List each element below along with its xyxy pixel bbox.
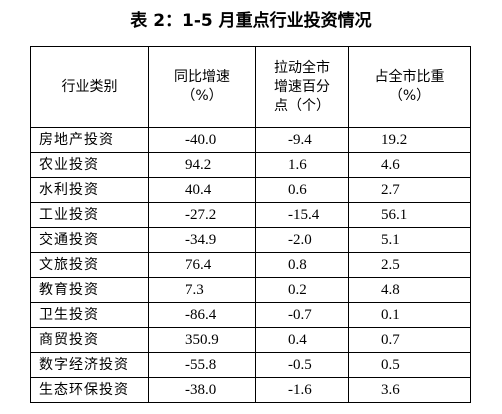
table-cell: -38.0 xyxy=(148,377,256,403)
table-cell: 生态环保投资 xyxy=(30,377,149,403)
table-cell: -34.9 xyxy=(148,227,256,253)
table-cell: 0.6 xyxy=(255,177,349,203)
table-row: 卫生投资 -86.4 -0.7 0.1 xyxy=(30,302,471,328)
table-cell: 4.6 xyxy=(348,152,471,178)
table-cell: 工业投资 xyxy=(30,202,149,228)
table-cell: 0.4 xyxy=(255,327,349,353)
table-row: 水利投资 40.4 0.6 2.7 xyxy=(30,177,471,203)
table-cell: 76.4 xyxy=(148,252,256,278)
table-cell: 教育投资 xyxy=(30,277,149,303)
table-cell: -40.0 xyxy=(148,127,256,153)
table-title: 表 2：1-5 月重点行业投资情况 xyxy=(130,11,372,31)
table-cell: 交通投资 xyxy=(30,227,149,253)
table-row: 数字经济投资 -55.8 -0.5 0.5 xyxy=(30,352,471,378)
table-cell: 房地产投资 xyxy=(30,127,149,153)
table-cell: 5.1 xyxy=(348,227,471,253)
table-cell: 56.1 xyxy=(348,202,471,228)
header-text: （%） xyxy=(181,88,223,104)
table-cell: 水利投资 xyxy=(30,177,149,203)
table-cell: -15.4 xyxy=(255,202,349,228)
table-cell: 数字经济投资 xyxy=(30,352,149,378)
table-cell: 1.6 xyxy=(255,152,349,178)
table-cell: -27.2 xyxy=(148,202,256,228)
header-text: 点（个） xyxy=(274,97,330,114)
table-row: 房地产投资 -40.0 -9.4 19.2 xyxy=(30,127,471,153)
table-cell: 2.5 xyxy=(348,252,471,278)
table-cell: -2.0 xyxy=(255,227,349,253)
table-row: 农业投资 94.2 1.6 4.6 xyxy=(30,152,471,178)
table-cell: 19.2 xyxy=(348,127,471,153)
header-text: （%） xyxy=(388,88,431,104)
table-cell: 0.7 xyxy=(348,327,471,353)
table-row: 文旅投资 76.4 0.8 2.5 xyxy=(30,252,471,278)
table-cell: 文旅投资 xyxy=(30,252,149,278)
table-row: 工业投资 -27.2 -15.4 56.1 xyxy=(30,202,471,228)
table-cell: 3.6 xyxy=(348,377,471,403)
header-text: 同比增速 xyxy=(174,69,230,85)
table-body: 房地产投资 -40.0 -9.4 19.2 农业投资 94.2 1.6 4.6 水利投资 40.4… xyxy=(30,127,471,403)
table-cell: -1.6 xyxy=(255,377,349,403)
header-cell: 同比增速 （%） xyxy=(148,46,256,128)
table-cell: 350.9 xyxy=(148,327,256,353)
table-row: 教育投资 7.3 0.2 4.8 xyxy=(30,277,471,303)
table-cell: 农业投资 xyxy=(30,152,149,178)
table-cell: 40.4 xyxy=(148,177,256,203)
table-cell: -0.5 xyxy=(255,352,349,378)
table-row: 生态环保投资 -38.0 -1.6 3.6 xyxy=(30,377,471,403)
header-cell: 拉动全市增速百分点（个） xyxy=(255,46,349,128)
data-table: 行业类别 同比增速 （%） 拉动全市增速百分点（个） 占全市比重 （%） 房地产投资 -40… xyxy=(30,46,471,403)
table-cell: 4.8 xyxy=(348,277,471,303)
header-cell: 行业类别 xyxy=(30,46,149,128)
table-cell: 0.8 xyxy=(255,252,349,278)
table-cell: 0.2 xyxy=(255,277,349,303)
header-text: 拉动全市 xyxy=(274,59,330,76)
table-cell: 7.3 xyxy=(148,277,256,303)
header-cell: 占全市比重 （%） xyxy=(348,46,471,128)
table-cell: 卫生投资 xyxy=(30,302,149,328)
table-cell: -55.8 xyxy=(148,352,256,378)
header-text: 增速百分 xyxy=(274,78,330,95)
table-cell: -86.4 xyxy=(148,302,256,328)
table-row: 交通投资 -34.9 -2.0 5.1 xyxy=(30,227,471,253)
table-cell: -0.7 xyxy=(255,302,349,328)
table-cell: 94.2 xyxy=(148,152,256,178)
table-cell: 0.1 xyxy=(348,302,471,328)
table-row: 商贸投资 350.9 0.4 0.7 xyxy=(30,327,471,353)
table-cell: -9.4 xyxy=(255,127,349,153)
table-cell: 0.5 xyxy=(348,352,471,378)
header-text: 占全市比重 xyxy=(374,69,445,85)
header-text: 行业类别 xyxy=(61,78,118,95)
header-row: 行业类别 同比增速 （%） 拉动全市增速百分点（个） 占全市比重 （%） xyxy=(30,46,471,128)
table-cell: 商贸投资 xyxy=(30,327,149,353)
table-cell: 2.7 xyxy=(348,177,471,203)
